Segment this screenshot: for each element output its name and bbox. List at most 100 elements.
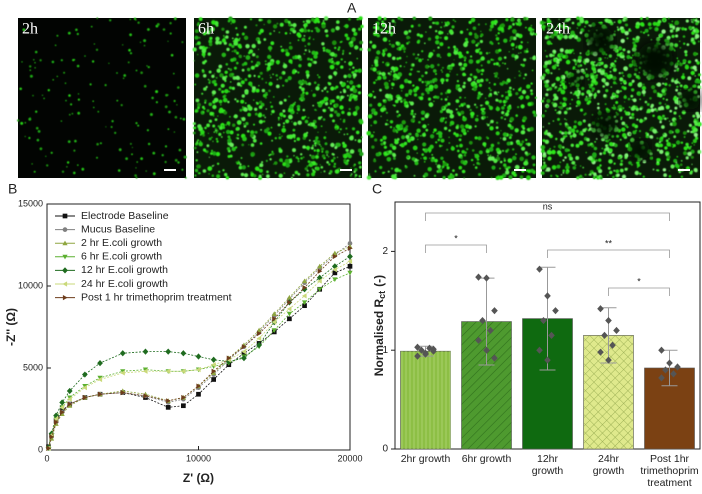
cell-spot <box>421 74 424 78</box>
cell-spot <box>612 81 617 85</box>
cell-spot <box>307 29 311 32</box>
cell-spot <box>261 88 266 93</box>
cell-spot <box>423 161 426 163</box>
cell-spot <box>479 39 483 44</box>
cell-spot <box>334 46 337 50</box>
cell-spot <box>249 18 253 21</box>
cell-spot <box>564 156 567 159</box>
cell-spot <box>674 106 678 110</box>
cell-spot <box>329 102 332 105</box>
cell-spot <box>117 169 121 172</box>
cell-spot <box>696 114 701 119</box>
cell-spot <box>481 68 485 73</box>
cell-spot <box>501 94 504 98</box>
cell-spot <box>321 150 324 153</box>
cell-spot <box>569 134 573 138</box>
cell-spot <box>375 21 380 26</box>
cell-spot <box>691 21 693 23</box>
cell-spot <box>353 76 356 79</box>
series <box>46 245 353 451</box>
cell-spot <box>306 73 309 76</box>
cell-spot <box>549 53 553 58</box>
cell-spot <box>228 90 231 93</box>
cell-spot <box>476 161 480 165</box>
cell-spot <box>622 133 627 138</box>
cell-spot <box>673 69 677 72</box>
cell-spot <box>167 40 169 42</box>
cell-spot <box>493 63 495 65</box>
cell-spot <box>691 163 693 165</box>
cell-spot <box>258 31 262 35</box>
cell-spot <box>584 20 589 25</box>
marker <box>347 263 353 269</box>
cell-spot <box>273 30 276 32</box>
cell-spot <box>405 125 409 128</box>
cell-spot <box>620 38 625 44</box>
cell-spot <box>624 94 627 97</box>
cell-spot <box>345 148 349 152</box>
cell-spot <box>403 129 407 133</box>
cell-spot <box>530 89 533 92</box>
cell-spot <box>672 30 674 33</box>
cell-spot <box>236 99 239 103</box>
cell-spot <box>392 77 396 81</box>
cell-spot <box>462 67 466 71</box>
cell-spot <box>564 49 570 54</box>
cell-spot <box>267 131 272 136</box>
cell-spot <box>452 169 455 172</box>
cell-spot <box>71 112 74 115</box>
cell-spot <box>394 138 397 141</box>
cell-spot <box>564 148 569 153</box>
cell-spot <box>570 30 575 35</box>
cell-spot <box>447 96 449 98</box>
cell-spot <box>349 80 354 85</box>
marker <box>67 401 73 407</box>
cell-spot <box>631 79 635 83</box>
cell-spot <box>230 58 235 62</box>
cell-spot <box>393 157 396 160</box>
cell-spot <box>131 153 133 156</box>
cell-spot <box>658 145 660 148</box>
cell-spot <box>545 55 549 58</box>
cell-spot <box>633 73 637 76</box>
cell-spot <box>488 105 494 111</box>
cell-spot <box>137 21 140 24</box>
cell-spot <box>151 96 154 100</box>
cell-spot <box>426 80 431 85</box>
cell-spot <box>578 140 584 146</box>
cell-spot <box>125 157 128 161</box>
cell-spot <box>252 138 257 143</box>
cell-spot <box>694 59 698 62</box>
cell-spot <box>642 83 645 86</box>
cell-spot <box>241 32 245 36</box>
cell-spot <box>424 114 429 119</box>
cell-spot <box>388 25 393 30</box>
cell-spot <box>545 104 549 108</box>
cell-spot <box>679 117 682 120</box>
cell-spot <box>630 137 635 143</box>
cell-spot <box>556 164 561 169</box>
cell-spot <box>122 44 124 46</box>
cell-spot <box>304 45 307 47</box>
cell-spot <box>435 30 438 33</box>
cell-spot <box>449 124 452 127</box>
cell-spot <box>323 170 326 173</box>
cell-spot <box>413 93 418 97</box>
cell-spot <box>311 50 316 55</box>
cell-spot <box>652 168 655 171</box>
cell-spot <box>677 60 680 63</box>
cell-spot <box>195 159 198 162</box>
cell-spot <box>354 139 357 142</box>
cell-spot <box>402 46 407 51</box>
cell-spot <box>296 112 299 114</box>
cell-spot <box>661 89 666 93</box>
cell-spot <box>152 172 156 176</box>
cell-spot <box>452 19 455 22</box>
cell-spot <box>336 156 339 158</box>
cell-spot <box>555 137 558 141</box>
y-tick-label: 10000 <box>18 280 43 290</box>
cell-spot <box>297 71 300 74</box>
cell-spot <box>532 110 536 115</box>
cell-spot <box>684 50 688 54</box>
